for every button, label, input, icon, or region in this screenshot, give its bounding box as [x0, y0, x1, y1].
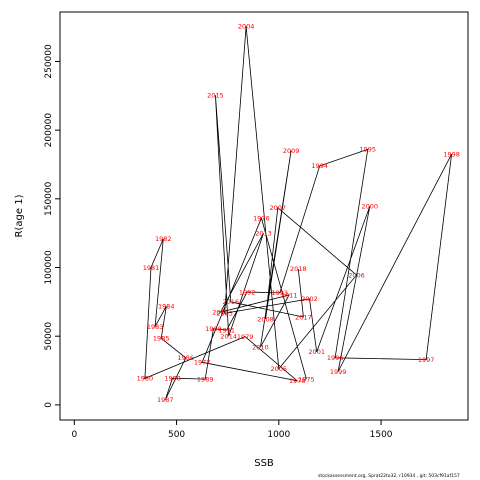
point-label-1977: 1977	[194, 359, 211, 367]
point-label-1996: 1996	[327, 354, 344, 362]
point-label-2002: 2002	[301, 295, 318, 303]
point-label-1997: 1997	[418, 356, 435, 364]
y-tick-label: 0	[44, 402, 54, 408]
y-tick-label: 100000	[44, 250, 54, 285]
point-label-1994: 1994	[311, 162, 328, 170]
point-label-1975: 1975	[298, 375, 315, 383]
y-tick-label: 250000	[44, 44, 54, 79]
point-label-1982: 1982	[155, 235, 172, 243]
series-line	[144, 26, 452, 400]
point-label-2001: 2001	[308, 348, 325, 356]
x-tick-label: 1000	[267, 430, 290, 440]
y-tick-label: 200000	[44, 113, 54, 148]
point-label-2016: 2016	[223, 298, 240, 306]
x-tick-label: 0	[71, 430, 77, 440]
point-label-1987: 1987	[157, 396, 174, 404]
point-label-1976: 1976	[253, 214, 270, 222]
point-label-2017: 2017	[295, 313, 312, 321]
point-label-2003: 2003	[216, 310, 233, 318]
point-label-1998: 1998	[443, 151, 460, 159]
x-tick-label: 1500	[370, 430, 393, 440]
point-label-2014: 2014	[220, 333, 237, 341]
point-label-2000: 2000	[362, 203, 379, 211]
point-label-2007: 2007	[270, 204, 287, 212]
point-label-2010: 2010	[252, 344, 269, 352]
point-label-1993: 1993	[272, 289, 289, 297]
y-axis-title: R(age 1)	[14, 194, 25, 237]
x-axis-title: SSB	[254, 458, 274, 469]
point-label-1995: 1995	[360, 146, 377, 154]
point-label-1978: 1978	[289, 377, 306, 385]
point-label-2009: 2009	[283, 147, 300, 155]
point-label-1990: 1990	[205, 325, 222, 333]
point-label-1989: 1989	[197, 375, 214, 383]
point-label-2012: 2012	[212, 309, 229, 317]
point-label-1986: 1986	[178, 354, 195, 362]
point-label-1991: 1991	[218, 326, 235, 334]
point-label-1979: 1979	[237, 333, 254, 341]
x-axis: 0 500 1000 1500	[71, 420, 393, 440]
point-label-1985: 1985	[153, 335, 170, 343]
point-label-1999: 1999	[330, 368, 347, 376]
point-label-2015: 2015	[207, 91, 224, 99]
point-label-2011: 2011	[281, 291, 298, 299]
point-label-2005: 2005	[271, 365, 288, 373]
point-label-2008: 2008	[257, 315, 274, 323]
point-label-1983: 1983	[147, 323, 164, 331]
point-label-1988: 1988	[164, 375, 181, 383]
point-label-1980: 1980	[137, 375, 154, 383]
y-tick-label: 50000	[44, 322, 54, 351]
point-label-1984: 1984	[158, 303, 175, 311]
point-label-1981: 1981	[143, 264, 160, 272]
point-label-2006: 2006	[348, 271, 365, 279]
plot-frame	[59, 11, 469, 421]
y-axis: 0 50000 100000 150000 200000 250000	[44, 44, 60, 408]
point-label-2018: 2018	[290, 265, 307, 273]
y-tick-label: 150000	[44, 181, 54, 216]
point-label-2013: 2013	[255, 230, 272, 238]
point-label-2004: 2004	[238, 23, 255, 31]
footnote: stockassessment.org, Sprat22to32, r10934…	[318, 474, 460, 479]
year-labels: 1975 1976 1977 1978 1979 1980 1981 1982 1983 1984…	[137, 23, 460, 404]
point-label-1992: 1992	[239, 288, 256, 296]
x-tick-label: 500	[168, 430, 185, 440]
